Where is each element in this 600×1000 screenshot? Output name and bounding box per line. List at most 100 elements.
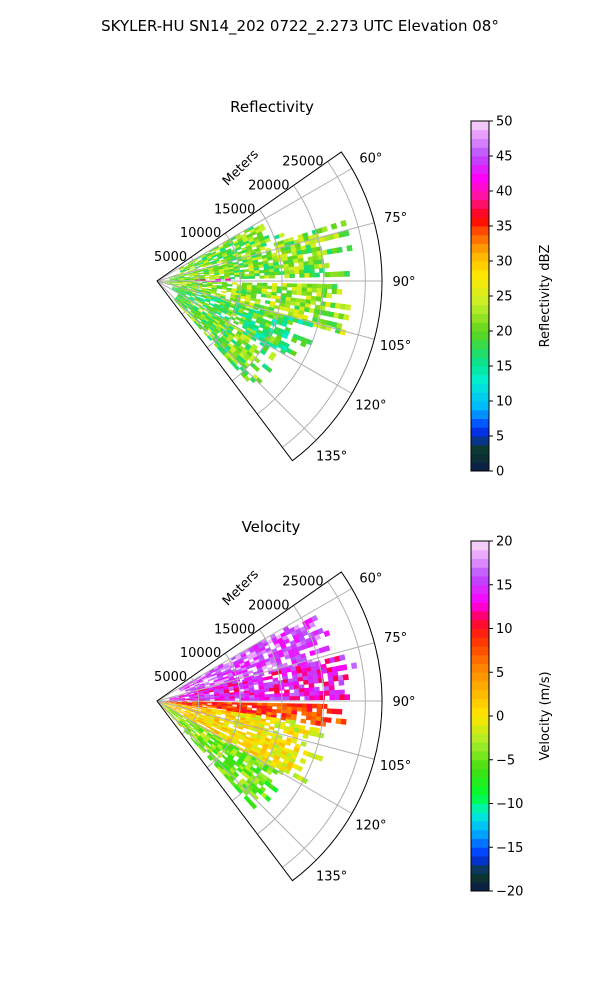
echo-cell — [227, 762, 234, 769]
echo-cell — [210, 745, 216, 751]
echo-cell — [290, 337, 298, 344]
echo-cell — [215, 710, 222, 714]
echo-cell — [209, 332, 216, 339]
echo-cell — [191, 287, 197, 291]
echo-cell — [201, 288, 207, 292]
echo-cell — [278, 339, 286, 346]
echo-cell — [260, 321, 267, 327]
echo-cell — [256, 705, 263, 709]
echo-cell — [249, 319, 257, 325]
echo-cell — [247, 669, 254, 675]
echo-cell — [305, 244, 312, 250]
echo-cell — [250, 787, 258, 795]
echo-cell — [184, 279, 190, 281]
echo-cell — [301, 283, 308, 289]
echo-cell — [244, 242, 251, 248]
echo-cell — [329, 694, 335, 701]
echo-cell — [189, 698, 195, 700]
echo-cell — [221, 282, 228, 285]
echo-cell — [207, 305, 214, 310]
echo-cell — [179, 695, 185, 698]
azimuth-spoke — [156, 700, 375, 760]
echo-cell — [175, 707, 182, 710]
echo-cell — [300, 663, 307, 670]
echo-cell — [195, 296, 201, 301]
echo-cell — [273, 264, 280, 270]
echo-cell — [165, 705, 172, 708]
echo-cell — [228, 662, 235, 667]
colorbar-swatch — [471, 698, 489, 708]
echo-cell — [175, 297, 180, 303]
echo-cell — [297, 676, 304, 682]
colorbar-swatch — [471, 427, 489, 437]
theta-tick-label: 135° — [316, 870, 347, 885]
echo-cell — [178, 266, 185, 270]
echo-cell — [202, 303, 209, 308]
echo-cell — [204, 299, 211, 304]
echo-cell — [296, 287, 303, 292]
echo-cell — [189, 303, 195, 308]
echo-cell — [206, 313, 212, 319]
echo-cell — [211, 295, 218, 299]
echo-cell — [193, 320, 199, 327]
echo-cell — [247, 348, 255, 355]
echo-cell — [215, 250, 222, 255]
echo-cell — [182, 296, 188, 301]
echo-cell — [321, 225, 328, 233]
echo-cell — [226, 310, 233, 315]
echo-cell — [176, 702, 183, 704]
echo-cell — [230, 668, 237, 673]
echo-cell — [218, 741, 225, 747]
echo-cell — [276, 286, 283, 291]
echo-cell — [216, 672, 223, 677]
echo-cell — [290, 738, 298, 745]
echo-cell — [342, 674, 349, 681]
echo-cell — [205, 298, 211, 302]
echo-cell — [240, 316, 247, 321]
echo-cell — [281, 253, 288, 259]
echo-cell — [191, 703, 198, 706]
echo-cell — [243, 738, 250, 743]
echo-cell — [212, 733, 219, 739]
echo-cell — [339, 689, 345, 696]
echo-cell — [187, 305, 194, 310]
echo-cell — [265, 319, 273, 326]
echo-cell — [193, 263, 200, 267]
echo-cell — [313, 308, 320, 315]
echo-cell — [331, 321, 338, 329]
echo-cell — [183, 693, 190, 696]
echo-cell — [328, 311, 335, 318]
echo-cell — [247, 655, 254, 661]
echo-cell — [282, 679, 289, 684]
echo-cell — [188, 715, 194, 719]
echo-cell — [217, 751, 224, 757]
echo-cell — [210, 710, 217, 713]
echo-cell — [310, 299, 317, 306]
echo-cell — [183, 713, 190, 717]
echo-cell — [186, 290, 193, 294]
echo-cell — [171, 282, 178, 284]
echo-cell — [237, 673, 244, 678]
echo-cell — [183, 303, 189, 308]
echo-cell — [206, 295, 212, 299]
echo-cell — [223, 306, 230, 311]
echo-cell — [190, 721, 196, 726]
colorbar-tick-label: 35 — [496, 220, 513, 235]
echo-cell — [227, 308, 234, 313]
colorbar-swatch — [471, 313, 489, 323]
echo-cell — [295, 298, 302, 304]
echo-cell — [227, 674, 234, 679]
echo-cell — [234, 349, 242, 356]
echo-cell — [218, 337, 225, 344]
echo-cell — [191, 704, 198, 707]
echo-cell — [325, 717, 332, 723]
echo-cell — [247, 313, 254, 318]
colorbar-swatch — [471, 812, 489, 822]
echo-cell — [193, 261, 199, 265]
echo-cell — [205, 290, 212, 294]
echo-cell — [218, 304, 225, 309]
echo-cell — [229, 272, 235, 276]
echo-cell — [263, 685, 270, 690]
echo-cell — [196, 676, 203, 681]
echo-cell — [235, 302, 242, 307]
